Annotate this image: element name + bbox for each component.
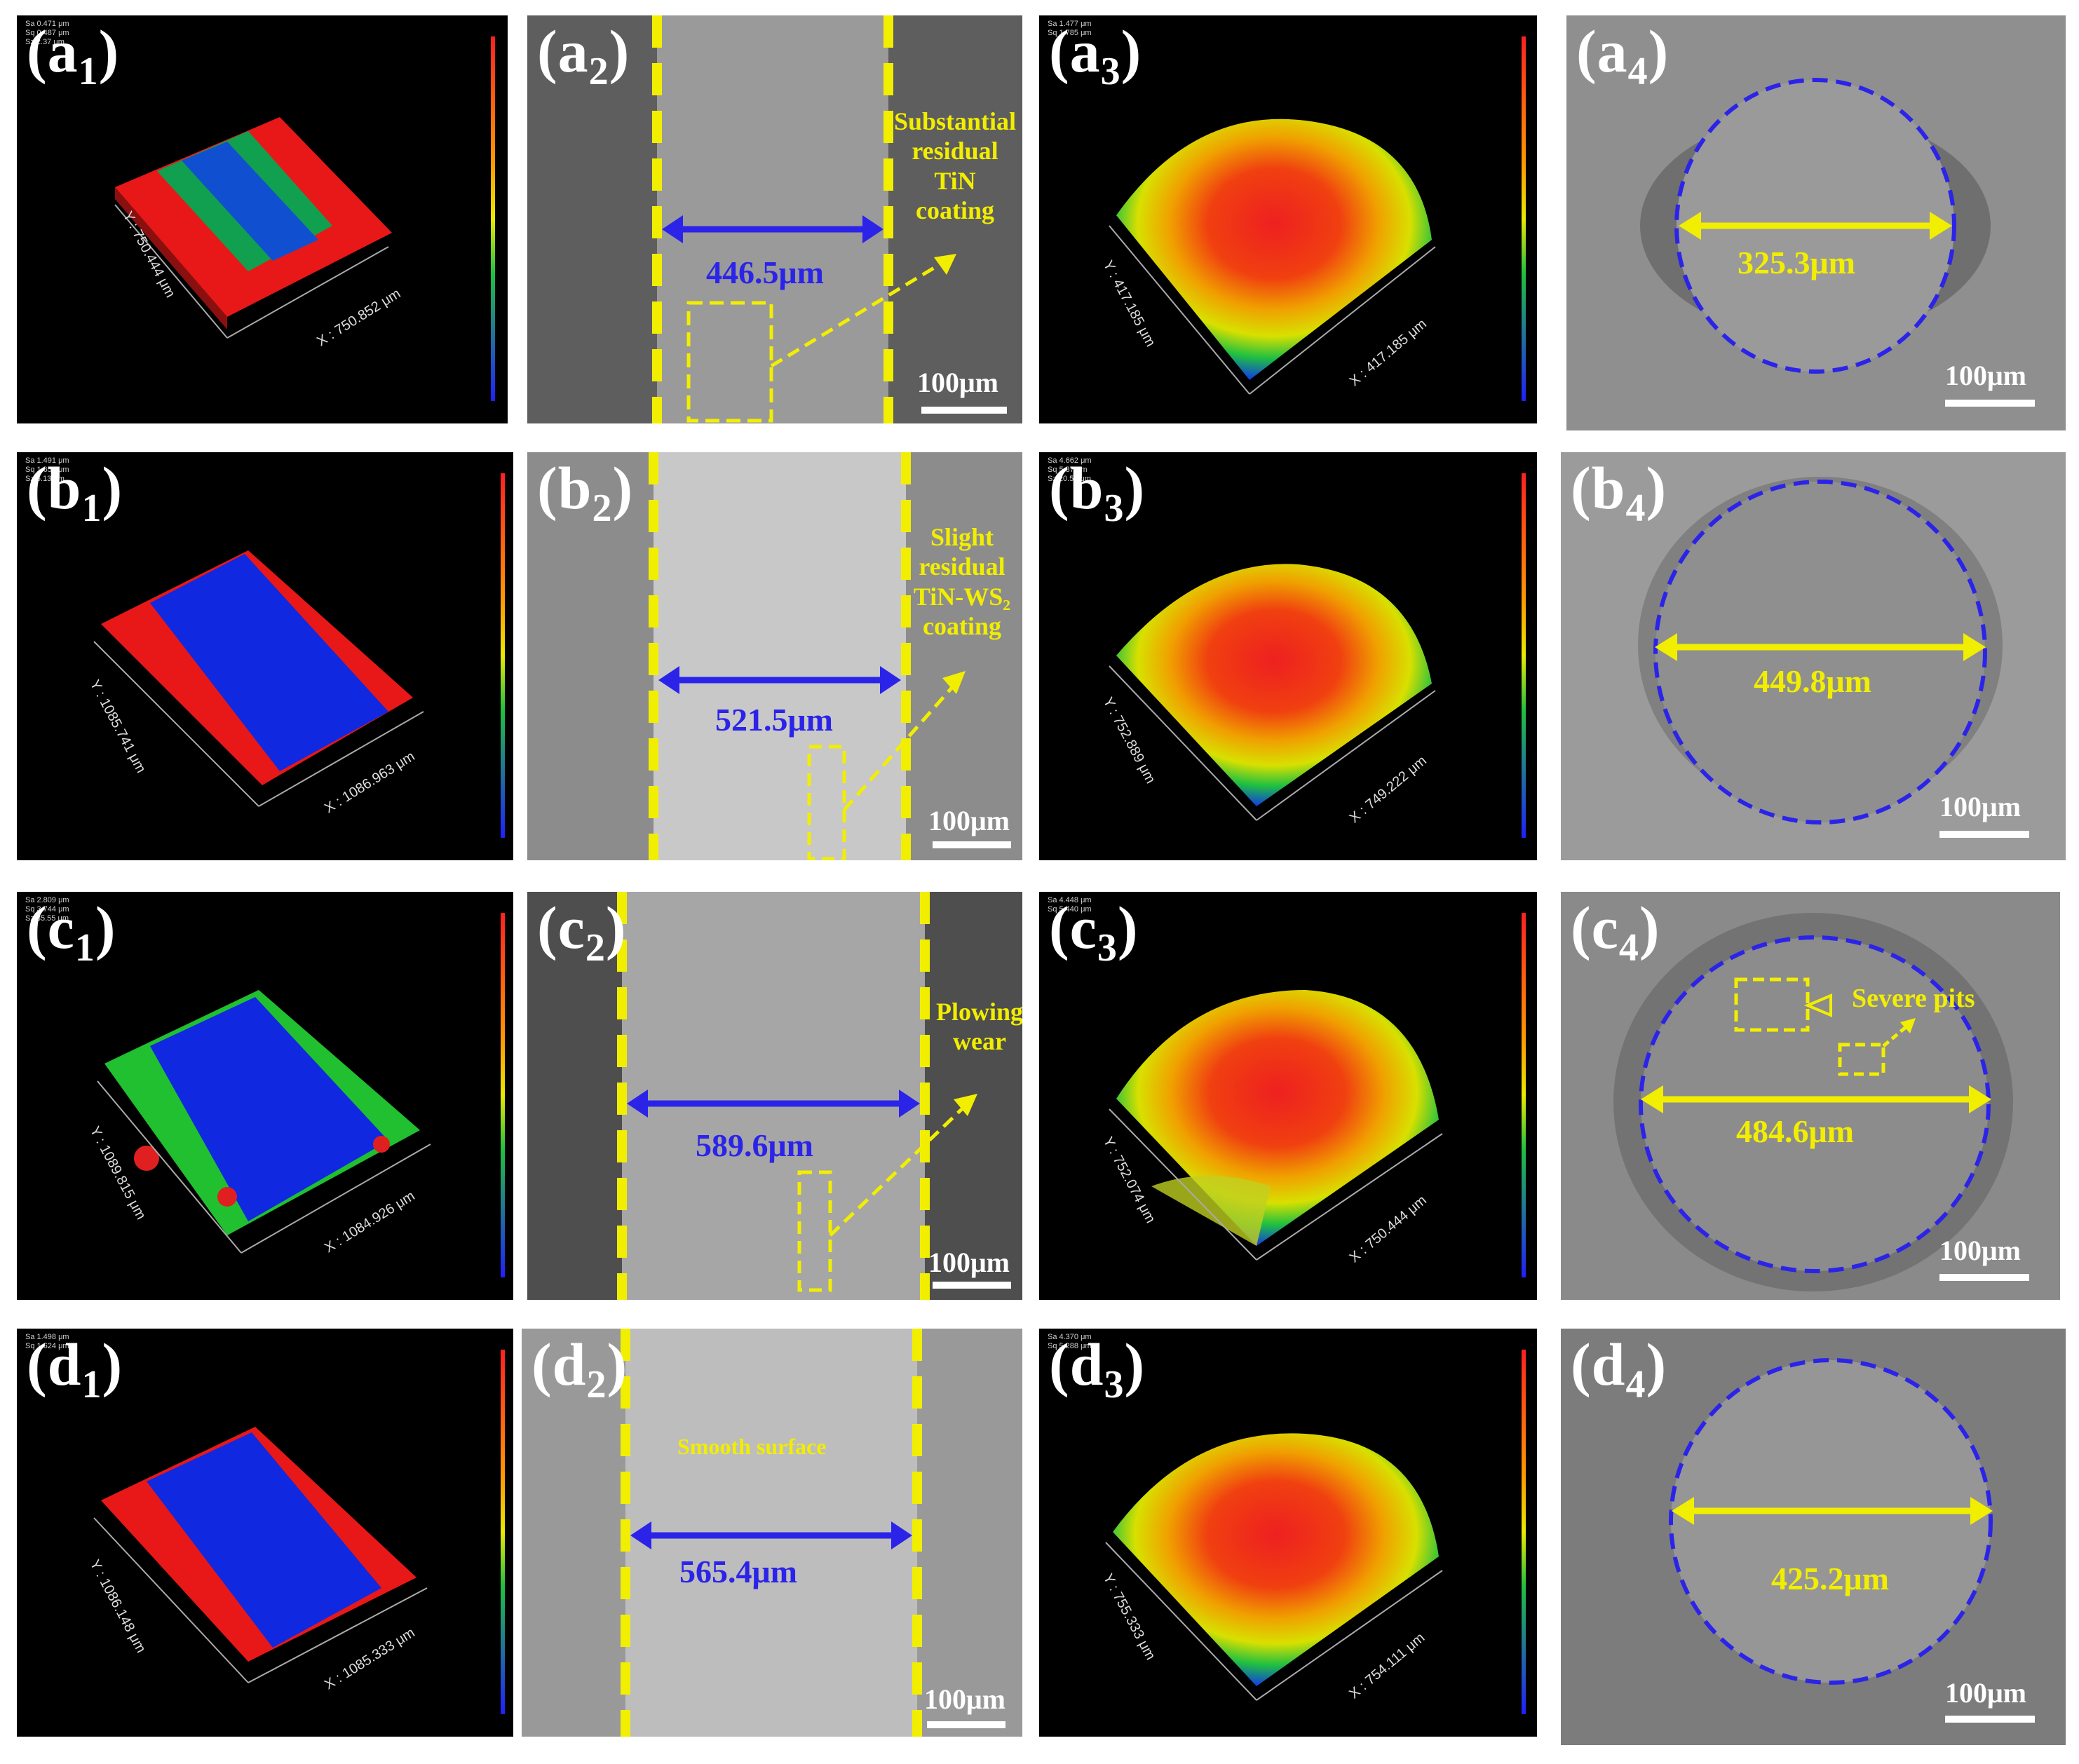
sem-wear-track-a2: 446.5μm Substantial residual TiN coating 10… — [527, 15, 1022, 423]
ball-profile-b3: Sa 4.662 μm Sq 5.37 μm Sz 20.57 μm Y : 752… — [1039, 452, 1537, 860]
wear-note: Substantial residual TiN coating — [893, 107, 1017, 225]
panel-label-b3: (b3) — [1049, 454, 1146, 530]
surface-stats: Sa 4.662 μm Sq 5.37 μm Sz 20.57 μm — [1048, 456, 1092, 483]
3d-ball-profile — [1109, 913, 1526, 1277]
profile-panel-d1: Sa 1.498 μm Sq 1.624 μm Y : 1086.148 μm X… — [17, 1329, 513, 1737]
surface-stats: Sa 2.809 μm Sq 3.744 μm Sz 35.55 μm — [25, 896, 69, 923]
surface-stats: Sa 1.498 μm Sq 1.624 μm — [25, 1333, 69, 1350]
panel-label-c3: (c3) — [1049, 894, 1139, 970]
wear-note: Smooth surface — [677, 1434, 827, 1459]
sem-wear-scar-a4: 325.3μm 100μm (a4) — [1566, 15, 2066, 430]
wear-track-image — [527, 892, 1022, 1300]
wear-track-width: 446.5μm — [706, 255, 824, 290]
wear-track-image — [527, 452, 1022, 860]
3d-ball-profile — [1109, 36, 1526, 401]
sem-wear-track-b2: 521.5μm Slight residual TiN-WS₂ coating 100… — [527, 452, 1022, 860]
panel-label-d2: (d2) — [531, 1331, 628, 1406]
profile-panel-c1: Sa 2.809 μm Sq 3.744 μm Sz 35.55 μm Y : 10… — [17, 892, 513, 1300]
sem-wear-scar-b4: 449.8μm 100μm (b4) — [1561, 452, 2066, 860]
3d-ball-profile — [1105, 1350, 1526, 1714]
wear-scar-image — [1561, 892, 2060, 1300]
sem-wear-track-c2: 589.6μm Plowing wear 100μm (c2) — [527, 892, 1022, 1300]
scar-diameter: 425.2μm — [1771, 1561, 1889, 1596]
panel-label-b2: (b2) — [537, 454, 634, 530]
panel-label-a2: (a2) — [537, 18, 630, 93]
ball-profile-a3: Sa 1.477 μm Sq 1.785 μm Y : 417.185 μm X … — [1039, 15, 1537, 423]
3d-wear-profile — [93, 1350, 505, 1714]
profile-panel-b1: Sa 1.491 μm Sq 1.657 μm Sz 5.13 μm Y : 108… — [17, 452, 513, 860]
3d-wear-profile — [97, 913, 505, 1277]
scale-bar-label: 100μm — [1939, 1235, 2021, 1266]
panel-label-a1: (a1) — [27, 18, 120, 93]
surface-stats: Sa 4.370 μm Sq 5.288 μm — [1048, 1333, 1092, 1350]
wear-track-width: 521.5μm — [715, 702, 833, 738]
scar-diameter: 325.3μm — [1738, 245, 1855, 280]
ball-profile-c3: Sa 4.448 μm Sq 5.440 μm Y : 752.074 μm X … — [1039, 892, 1537, 1300]
wear-track-width: 589.6μm — [696, 1127, 813, 1163]
3d-ball-profile — [1109, 473, 1526, 838]
surface-stats: Sa 1.477 μm Sq 1.785 μm — [1048, 20, 1092, 37]
panel-label-d3: (d3) — [1049, 1331, 1146, 1406]
panel-label-d4: (d4) — [1571, 1331, 1667, 1406]
scale-bar-label: 100μm — [924, 1683, 1005, 1715]
scale-bar-label: 100μm — [1945, 360, 2026, 391]
scale-bar-label: 100μm — [1945, 1677, 2026, 1709]
sem-wear-track-d2: Smooth surface 565.4μm 100μm (d2) — [522, 1329, 1022, 1737]
panel-label-a4: (a4) — [1576, 18, 1670, 93]
scar-diameter: 484.6μm — [1736, 1113, 1854, 1149]
sem-wear-scar-d4: 425.2μm 100μm (d4) — [1561, 1329, 2066, 1745]
wear-scar-image — [1561, 1329, 2066, 1745]
sem-wear-scar-c4: Severe pits 484.6μm 100μm (c4) — [1561, 892, 2060, 1300]
wear-track-width: 565.4μm — [679, 1554, 797, 1589]
surface-stats: Sa 0.471 μm Sq 0.487 μm Sz 2.37 μm — [25, 20, 69, 46]
scar-note: Severe pits — [1852, 984, 1975, 1013]
wear-scar-image — [1561, 452, 2066, 860]
wear-note: Plowing wear — [935, 998, 1022, 1056]
wear-track-image — [527, 15, 1022, 423]
scale-bar-label: 100μm — [928, 805, 1010, 836]
surface-stats: Sa 1.491 μm Sq 1.657 μm Sz 5.13 μm — [25, 456, 69, 483]
panel-label-a3: (a3) — [1049, 18, 1142, 93]
panel-label-b1: (b1) — [27, 454, 123, 530]
scar-diameter: 449.8μm — [1754, 663, 1871, 699]
profile-panel-a1: Sa 0.471 μm Sq 0.487 μm Sz 2.37 μm Y : 750… — [17, 15, 508, 423]
3d-wear-profile — [114, 36, 495, 401]
wear-note: Slight residual TiN-WS₂ coating — [913, 523, 1011, 641]
scale-bar-label: 100μm — [928, 1247, 1010, 1278]
panel-label-d1: (d1) — [27, 1331, 123, 1406]
scale-bar-label: 100μm — [917, 367, 998, 398]
panel-label-c1: (c1) — [27, 894, 116, 970]
3d-wear-profile — [93, 473, 505, 838]
wear-track-image — [522, 1329, 1022, 1737]
panel-label-c4: (c4) — [1571, 894, 1660, 970]
panel-label-b4: (b4) — [1571, 454, 1667, 530]
panel-label-c2: (c2) — [537, 894, 627, 970]
ball-profile-d3: Sa 4.370 μm Sq 5.288 μm Y : 755.333 μm X … — [1039, 1329, 1537, 1737]
wear-scar-image — [1566, 15, 2066, 430]
surface-stats: Sa 4.448 μm Sq 5.440 μm — [1048, 896, 1092, 914]
scale-bar-label: 100μm — [1939, 791, 2021, 822]
